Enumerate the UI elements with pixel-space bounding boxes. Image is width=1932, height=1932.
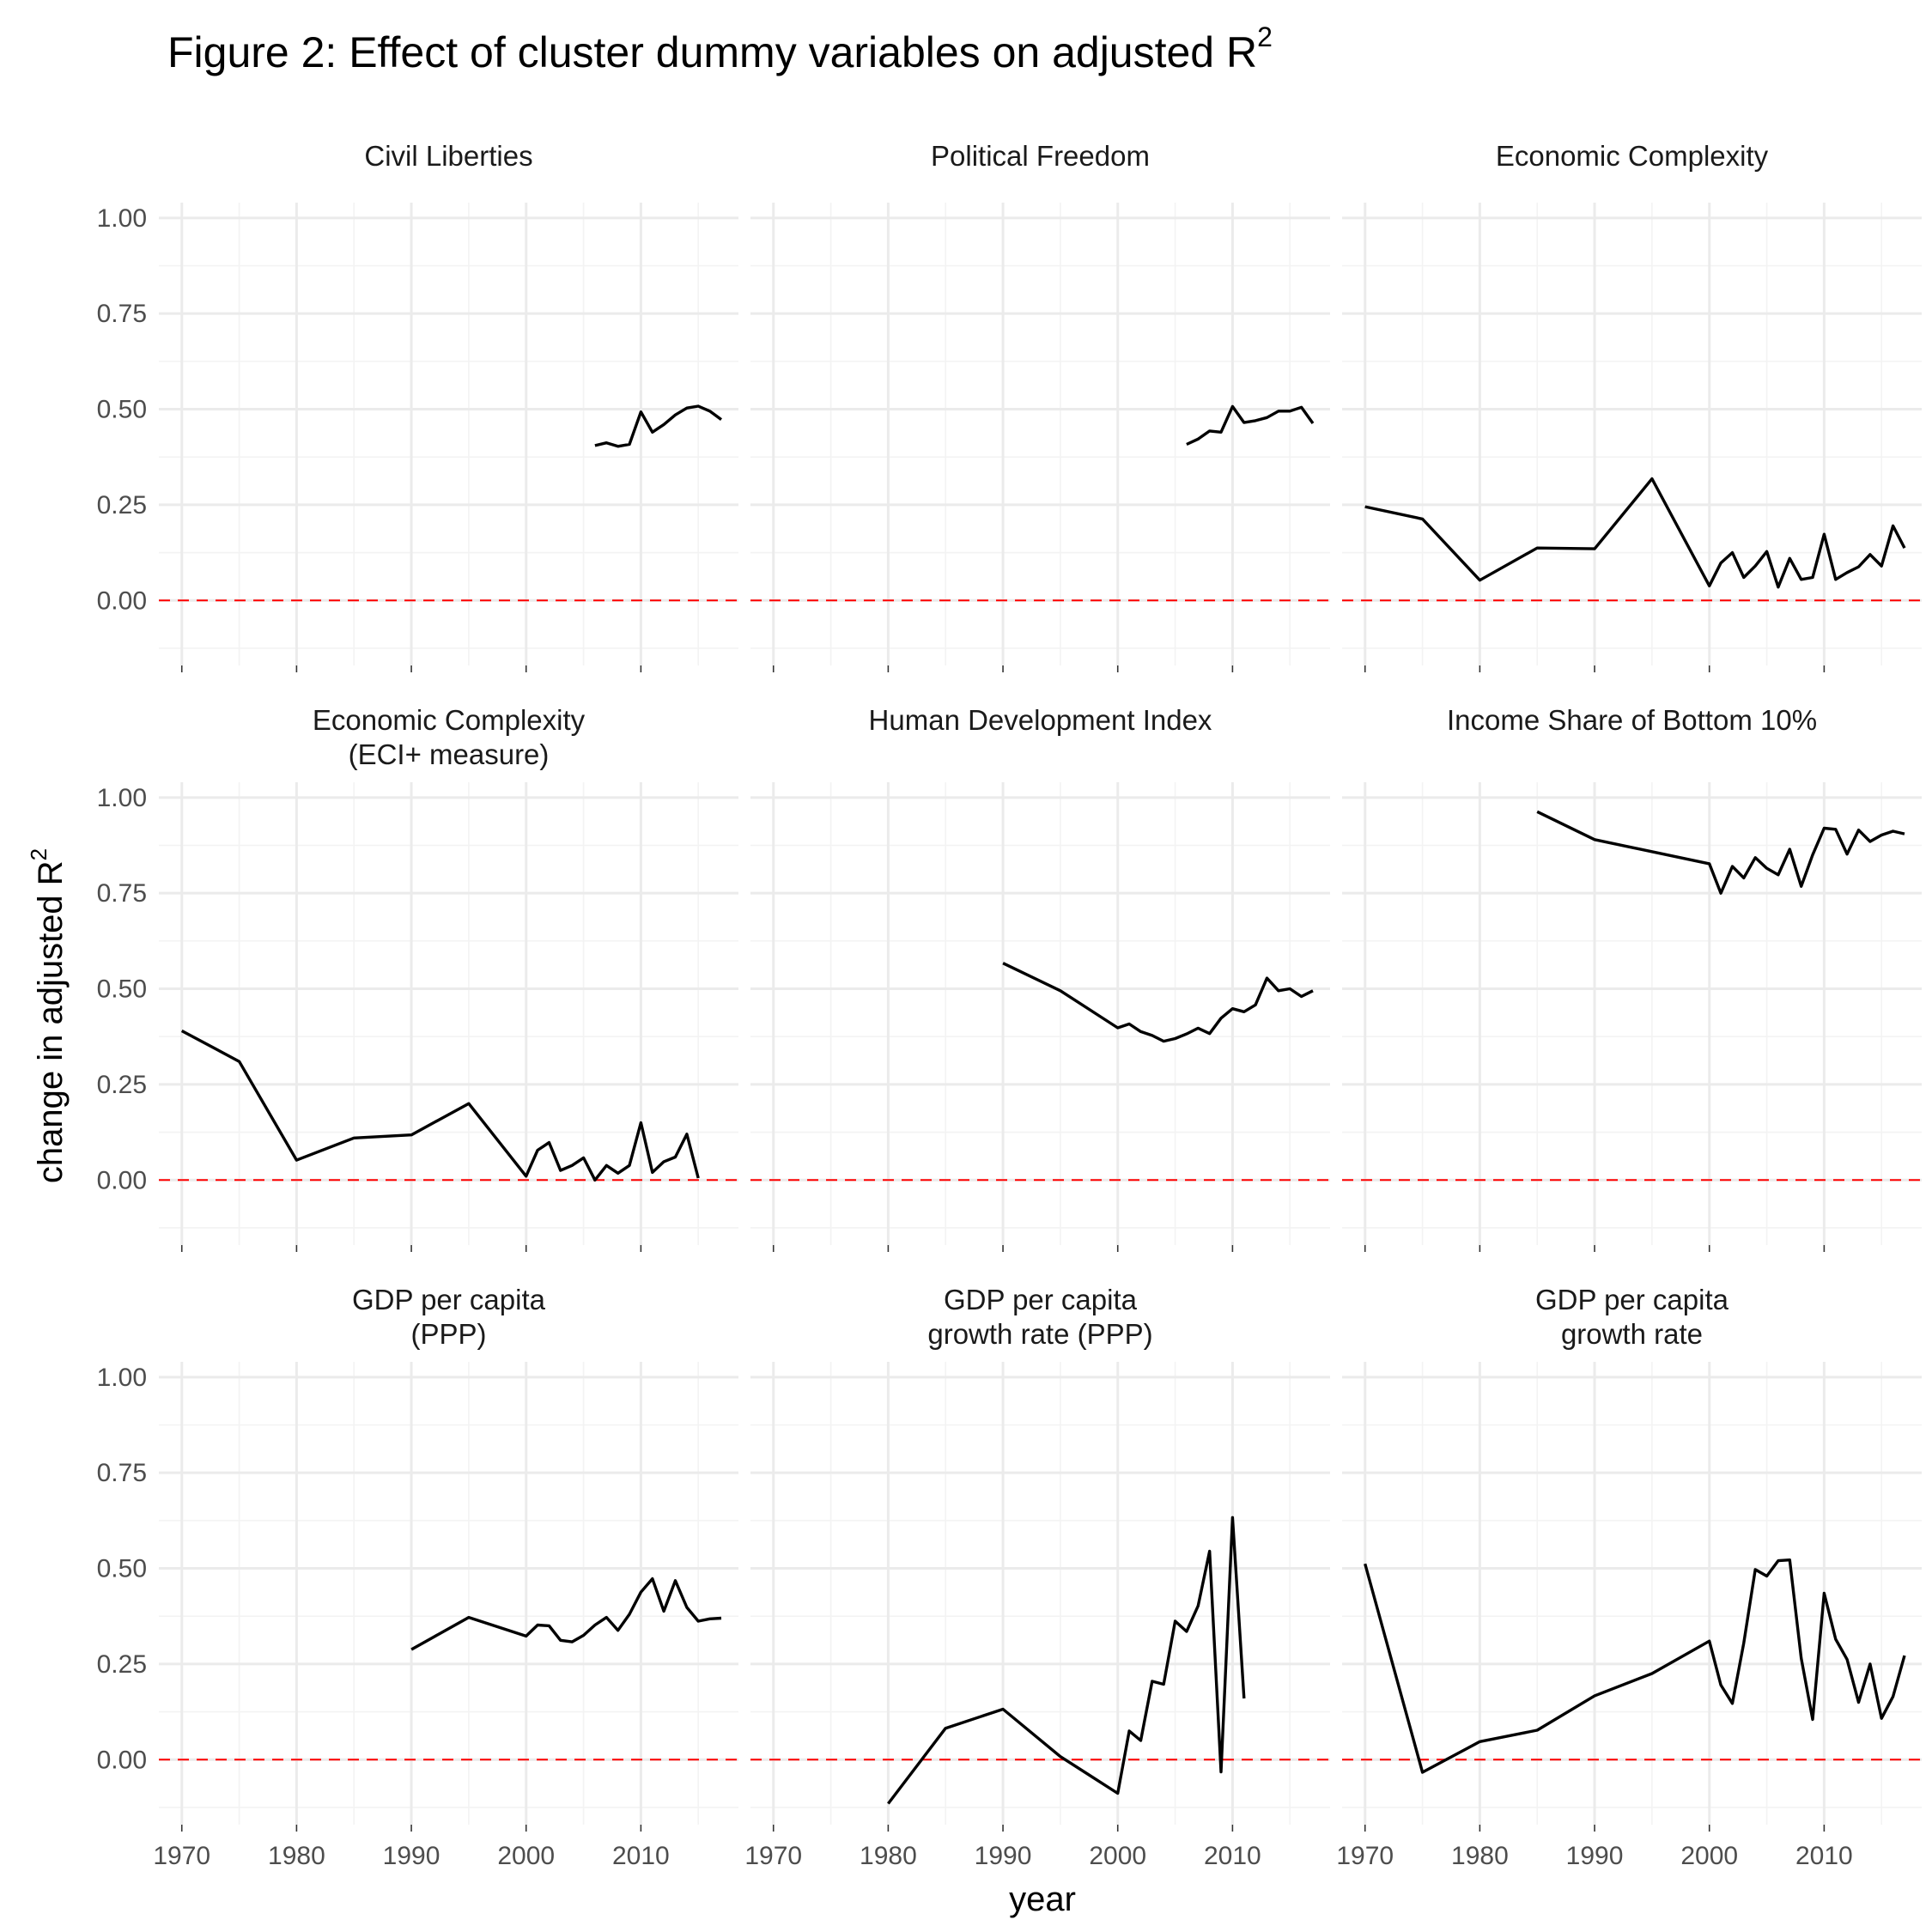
series-line — [887, 1516, 1246, 1805]
x-tick-label: 1970 — [744, 1842, 802, 1870]
figure-title: Figure 2: Effect of cluster dummy variab… — [167, 21, 1273, 76]
y-tick-label: 0.25 — [97, 1650, 147, 1679]
series-line — [1364, 477, 1906, 589]
x-tick-label: 1970 — [1336, 1842, 1394, 1870]
y-axis-title: change in adjusted R2 — [26, 848, 70, 1183]
panel-title: Economic Complexity — [313, 704, 586, 736]
x-tick-label: 2000 — [1680, 1842, 1738, 1870]
facet-panel: Civil Liberties 1.00 0.75 0.50 0.25 0.00 — [97, 140, 738, 672]
y-tick-label: 1.00 — [97, 204, 147, 233]
panel-title: growth rate (PPP) — [927, 1318, 1152, 1350]
facet-panel: Economic Complexity — [1342, 140, 1922, 672]
x-tick-label: 1980 — [860, 1842, 917, 1870]
x-tick-label: 1980 — [1451, 1842, 1509, 1870]
facet-panel: Income Share of Bottom 10% — [1342, 704, 1922, 1252]
x-tick-label: 2000 — [497, 1842, 555, 1870]
figure-title-text: Figure 2: Effect of cluster dummy variab… — [167, 28, 1257, 76]
panel-title: Human Development Index — [869, 704, 1212, 736]
series-line — [1536, 810, 1905, 895]
y-tick-label: 0.50 — [97, 396, 147, 424]
series-line — [1186, 404, 1315, 447]
panel-title: Civil Liberties — [364, 140, 532, 172]
x-axis-title: year — [1009, 1880, 1076, 1918]
y-tick-label: 0.25 — [97, 491, 147, 519]
x-tick-label: 2010 — [1204, 1842, 1261, 1870]
panel-title: Economic Complexity — [1496, 140, 1769, 172]
series-line — [180, 1030, 700, 1182]
x-tick-label: 1980 — [268, 1842, 325, 1870]
y-tick-label: 0.00 — [97, 1166, 147, 1194]
x-tick-label: 2010 — [1795, 1842, 1853, 1870]
x-tick-label: 1990 — [1566, 1842, 1624, 1870]
x-tick-label: 2000 — [1089, 1842, 1146, 1870]
series-line — [594, 404, 723, 448]
series-line — [1364, 1558, 1906, 1774]
y-tick-label: 0.75 — [97, 300, 147, 328]
y-tick-label: 0.50 — [97, 1555, 147, 1583]
y-tick-label: 1.00 — [97, 1364, 147, 1392]
y-tick-label: 0.25 — [97, 1071, 147, 1099]
panel-title: GDP per capita — [1535, 1284, 1729, 1315]
facet-panels: Civil Liberties 1.00 0.75 0.50 0.25 0.00 Polit… — [97, 140, 1922, 1870]
series-line — [1002, 962, 1314, 1043]
panel-title: Income Share of Bottom 10% — [1447, 704, 1817, 736]
panel-title: Political Freedom — [931, 140, 1150, 172]
y-tick-label: 0.00 — [97, 1746, 147, 1774]
y-tick-label: 0.75 — [97, 1459, 147, 1487]
y-axis-title-superscript: 2 — [26, 848, 52, 860]
y-axis-title-text: change in adjusted R — [32, 860, 70, 1183]
x-tick-label: 1990 — [975, 1842, 1032, 1870]
x-tick-label: 2010 — [612, 1842, 670, 1870]
y-tick-label: 1.00 — [97, 784, 147, 812]
y-tick-label: 0.50 — [97, 975, 147, 1004]
facet-panel: Human Development Index — [750, 704, 1330, 1252]
panel-title: GDP per capita — [352, 1284, 546, 1315]
y-tick-label: 0.75 — [97, 879, 147, 908]
panel-title: growth rate — [1561, 1318, 1703, 1350]
x-tick-label: 1990 — [383, 1842, 440, 1870]
y-tick-label: 0.00 — [97, 586, 147, 615]
panel-title: GDP per capita — [944, 1284, 1138, 1315]
panel-title: (ECI+ measure) — [349, 738, 550, 770]
series-line — [410, 1577, 722, 1651]
figure-title-superscript: 2 — [1257, 21, 1273, 52]
facet-panel: Economic Complexity(ECI+ measure) 1.00 0.7… — [97, 704, 738, 1252]
facet-panel: Political Freedom — [750, 140, 1330, 672]
x-tick-label: 1970 — [153, 1842, 210, 1870]
facet-panel: GDP per capita(PPP) 1.00 0.75 0.50 0.25 0.00 1… — [97, 1284, 738, 1870]
panel-title: (PPP) — [410, 1318, 486, 1350]
